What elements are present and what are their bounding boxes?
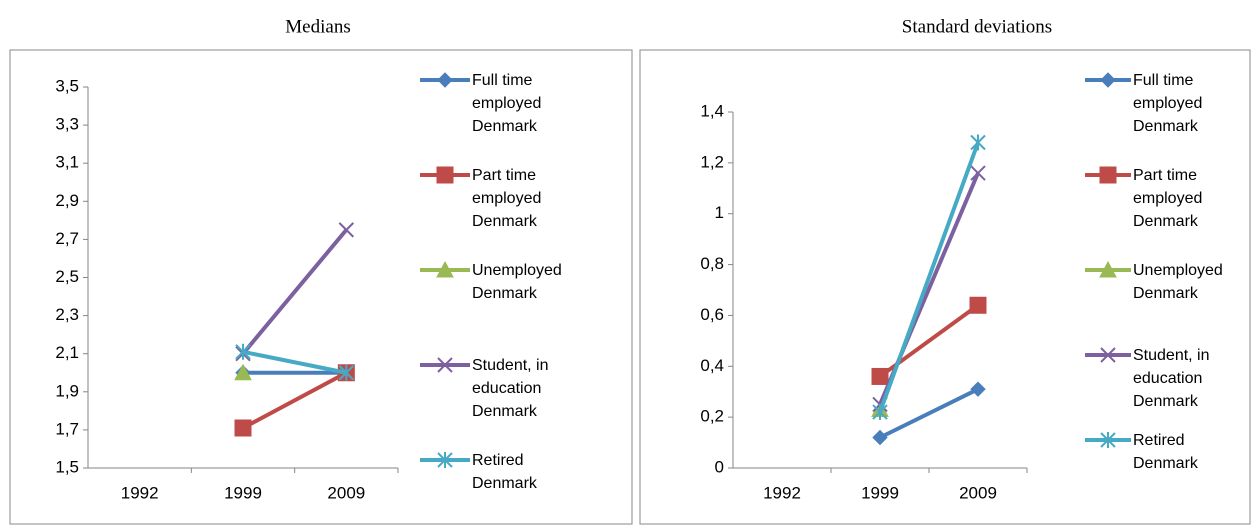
x-tick-label: 1992 (763, 483, 801, 502)
marker (1100, 72, 1116, 88)
series-line (242, 349, 347, 375)
series-line (241, 228, 348, 355)
y-tick-label: 1,2 (700, 152, 724, 171)
x-tick-label: 1992 (121, 483, 159, 502)
legend-label: Full time employed Denmark (472, 72, 542, 135)
marker (437, 357, 453, 373)
marker (970, 134, 986, 151)
y-tick-label: 0,8 (700, 254, 724, 273)
chart-title: Medians (285, 16, 350, 37)
series-line (878, 141, 980, 413)
y-tick-label: 1,7 (55, 419, 79, 438)
x-tick-label: 2009 (327, 483, 365, 502)
legend-label: Unemployed Denmark (1133, 262, 1223, 302)
legend-label: Full time employed Denmark (1133, 72, 1203, 135)
legend-label: Student, in education Denmark (472, 357, 549, 420)
marker (338, 222, 355, 238)
marker (437, 72, 453, 88)
marker (970, 381, 986, 397)
x-tick-label: 1999 (861, 483, 899, 502)
marker (969, 296, 987, 314)
legend-label: Unemployed Denmark (472, 262, 562, 302)
marker (1099, 260, 1117, 278)
marker (436, 166, 454, 184)
chart-title: Standard deviations (902, 16, 1052, 37)
marker (1100, 432, 1116, 448)
marker (872, 404, 888, 421)
y-tick-label: 0,6 (700, 305, 724, 324)
legend-label: Retired Denmark (472, 452, 537, 492)
y-tick-label: 1 (715, 203, 724, 222)
marker (1100, 347, 1116, 363)
marker (235, 343, 251, 360)
y-tick-label: 0 (715, 457, 724, 476)
y-tick-label: 2,7 (55, 229, 79, 248)
legend-label: Part time employed Denmark (472, 167, 542, 230)
marker (437, 452, 453, 468)
y-tick-label: 3,1 (55, 153, 79, 172)
x-tick-label: 2009 (959, 483, 997, 502)
marker (338, 364, 355, 381)
legend-label: Part time employed Denmark (1133, 167, 1203, 230)
legend-label: Retired Denmark (1133, 432, 1198, 472)
x-tick-label: 1999 (224, 483, 262, 502)
y-tick-label: 3,3 (55, 115, 79, 134)
marker (234, 363, 252, 381)
y-tick-label: 1,9 (55, 381, 79, 400)
marker (1099, 166, 1117, 184)
series-line (242, 370, 348, 430)
y-tick-label: 2,1 (55, 343, 79, 362)
chart-frame (639, 49, 1251, 525)
y-tick-label: 2,5 (55, 267, 79, 286)
y-tick-label: 0,2 (700, 407, 724, 426)
marker (970, 165, 986, 181)
marker (234, 419, 252, 437)
series-line (879, 387, 979, 440)
y-tick-label: 3,5 (55, 76, 79, 95)
marker (871, 367, 889, 385)
y-tick-label: 2,3 (55, 305, 79, 324)
legend-label: Student, in education Denmark (1133, 347, 1210, 410)
marker (436, 260, 454, 278)
y-tick-label: 1,4 (700, 101, 724, 120)
y-tick-label: 0,4 (700, 356, 724, 375)
marker (872, 429, 888, 446)
chart-frame (9, 49, 633, 525)
y-tick-label: 1,5 (55, 457, 79, 476)
y-tick-label: 2,9 (55, 191, 79, 210)
